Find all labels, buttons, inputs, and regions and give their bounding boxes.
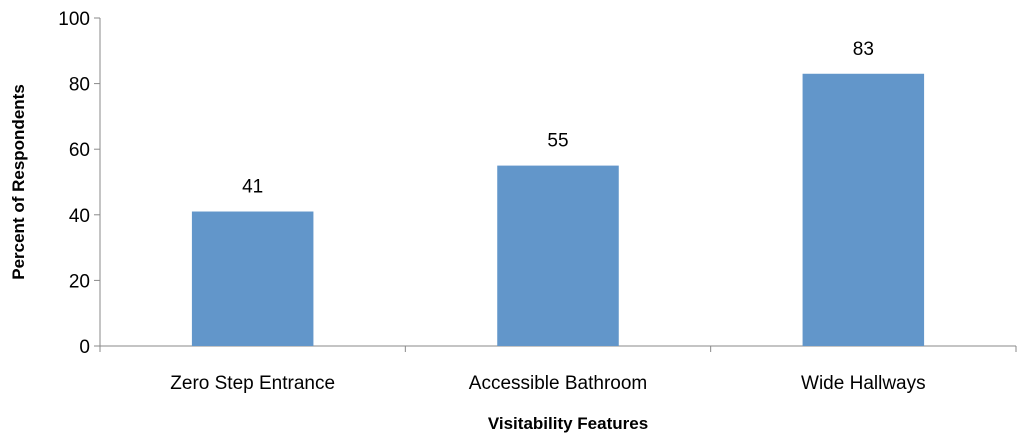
data-label-2: 83: [853, 39, 874, 60]
y-tick-label: 40: [69, 206, 90, 227]
bar-0: [191, 211, 314, 346]
y-tick-label: 80: [69, 75, 90, 96]
y-axis: 0 20 40 60 80 100: [58, 9, 101, 358]
y-tick-label: 20: [69, 271, 90, 292]
x-axis: Zero Step Entrance Accessible Bathroom Wid…: [99, 345, 1017, 394]
x-axis-title: Visitability Features: [488, 414, 648, 433]
y-tick-label: 0: [79, 337, 90, 358]
x-tick-label: Zero Step Entrance: [170, 373, 335, 394]
data-label-1: 55: [547, 131, 568, 152]
y-tick-label: 60: [69, 140, 90, 161]
y-axis-title: Percent of Respondents: [9, 84, 28, 280]
data-label-0: 41: [242, 177, 263, 198]
bar-2: [802, 73, 925, 346]
bar-1: [497, 165, 619, 346]
x-tick-label: Wide Hallways: [801, 373, 926, 394]
y-tick-label: 100: [58, 9, 90, 30]
bars: 41 55 83: [191, 39, 925, 346]
x-tick-label: Accessible Bathroom: [469, 373, 647, 394]
